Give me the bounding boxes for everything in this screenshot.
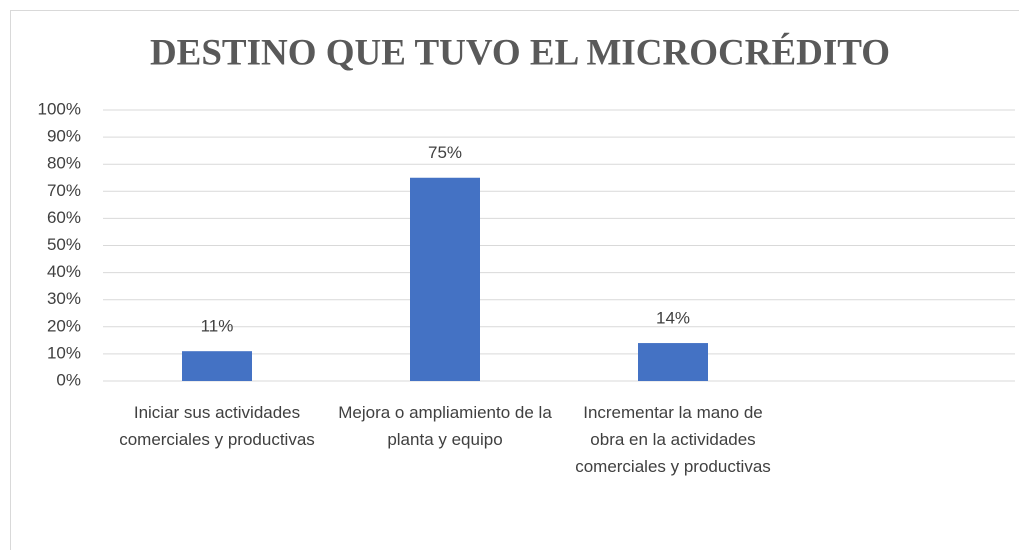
y-tick-label: 100% — [38, 99, 81, 118]
chart-border — [10, 10, 1019, 550]
y-tick-label: 70% — [47, 181, 81, 200]
y-tick-label: 80% — [47, 154, 81, 173]
y-tick-label: 40% — [47, 262, 81, 281]
y-tick-label: 0% — [56, 370, 81, 389]
y-tick-label: 90% — [47, 127, 81, 146]
bar — [182, 351, 252, 381]
y-tick-label: 20% — [47, 316, 81, 335]
y-tick-label: 50% — [47, 235, 81, 254]
data-label: 75% — [428, 143, 462, 162]
y-tick-label: 10% — [47, 343, 81, 362]
chart-title: DESTINO QUE TUVO EL MICROCRÉDITO — [150, 31, 890, 73]
data-label: 11% — [201, 317, 234, 336]
y-tick-label: 60% — [47, 208, 81, 227]
bar — [638, 343, 708, 381]
x-tick-label: Incrementar la mano de obra en la activi… — [575, 403, 771, 476]
x-tick-label: Iniciar sus actividades comerciales y pr… — [119, 403, 315, 449]
x-tick-label: Mejora o ampliamiento de la planta y equ… — [338, 403, 552, 449]
bar — [410, 177, 480, 381]
y-tick-label: 30% — [47, 289, 81, 308]
data-label: 14% — [656, 309, 690, 328]
